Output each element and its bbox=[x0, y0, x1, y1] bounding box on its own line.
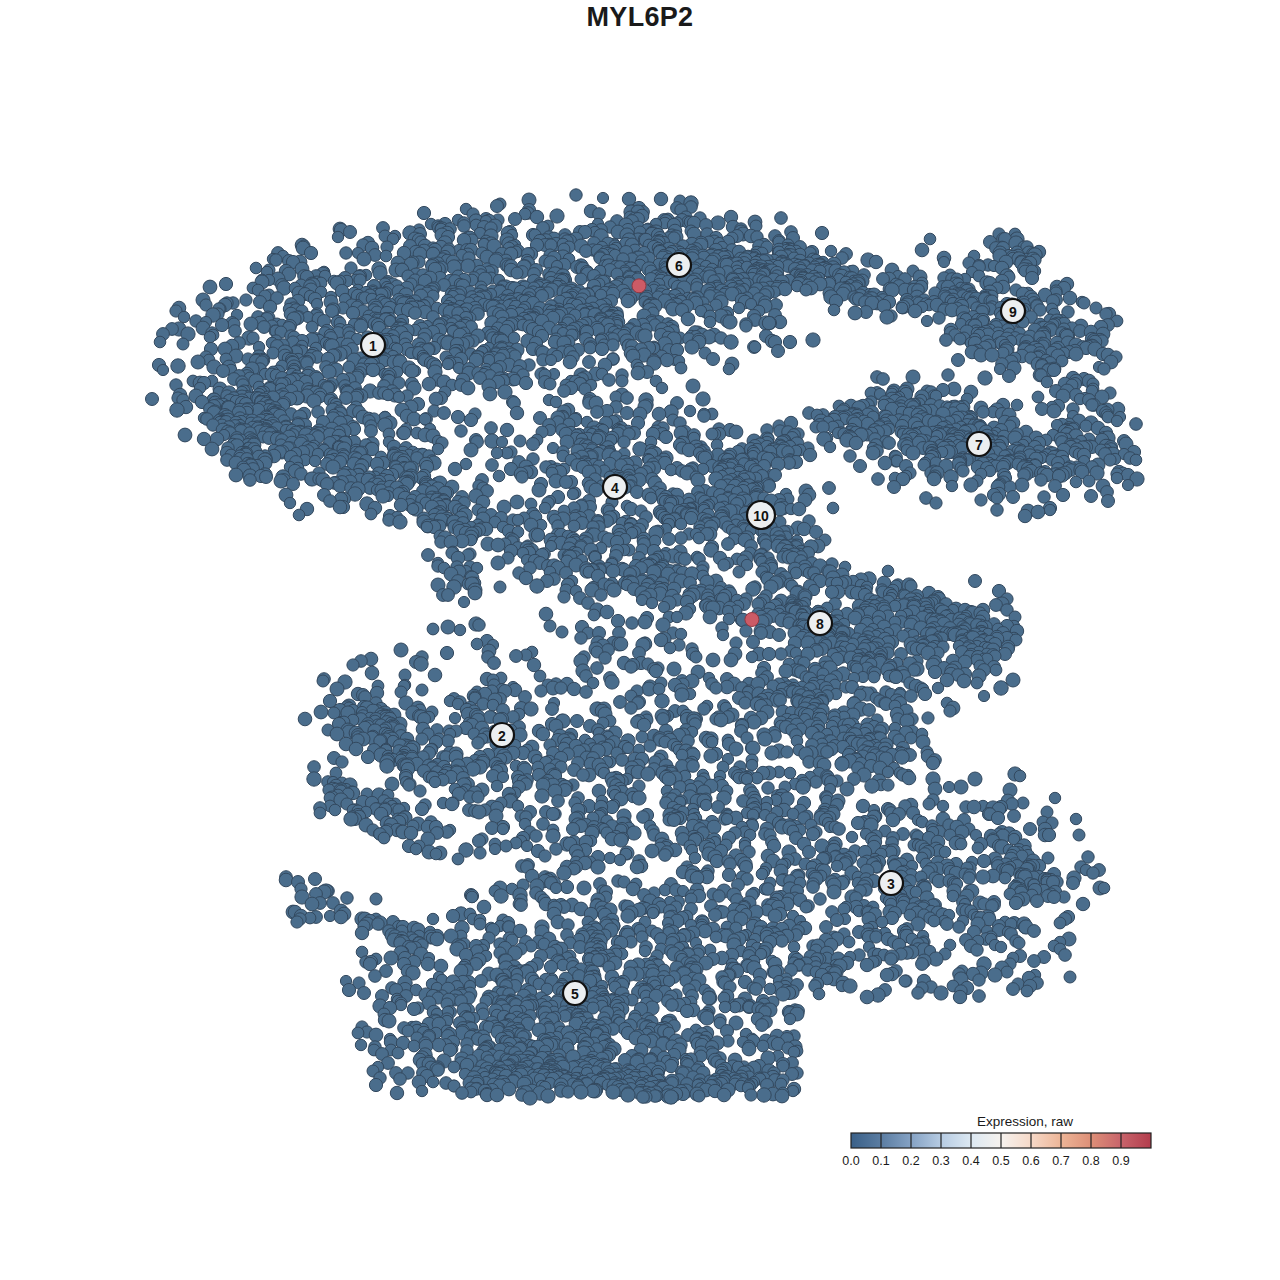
svg-text:0.9: 0.9 bbox=[1112, 1154, 1129, 1168]
svg-text:8: 8 bbox=[816, 616, 824, 632]
svg-text:3: 3 bbox=[887, 876, 895, 892]
svg-text:7: 7 bbox=[975, 437, 983, 453]
svg-text:0.2: 0.2 bbox=[902, 1154, 919, 1168]
svg-text:2: 2 bbox=[498, 728, 506, 744]
svg-text:0.3: 0.3 bbox=[932, 1154, 949, 1168]
svg-text:5: 5 bbox=[571, 986, 579, 1002]
svg-text:0.7: 0.7 bbox=[1052, 1154, 1069, 1168]
svg-text:0.6: 0.6 bbox=[1022, 1154, 1039, 1168]
svg-text:4: 4 bbox=[611, 480, 619, 496]
svg-text:0.5: 0.5 bbox=[992, 1154, 1009, 1168]
svg-text:0.1: 0.1 bbox=[872, 1154, 889, 1168]
svg-text:9: 9 bbox=[1009, 304, 1017, 320]
svg-text:6: 6 bbox=[675, 258, 683, 274]
svg-text:Expression, raw: Expression, raw bbox=[977, 1114, 1073, 1129]
svg-text:10: 10 bbox=[753, 508, 769, 524]
svg-text:0.8: 0.8 bbox=[1082, 1154, 1099, 1168]
svg-text:0.0: 0.0 bbox=[842, 1154, 859, 1168]
svg-text:1: 1 bbox=[369, 338, 377, 354]
svg-text:0.4: 0.4 bbox=[962, 1154, 979, 1168]
